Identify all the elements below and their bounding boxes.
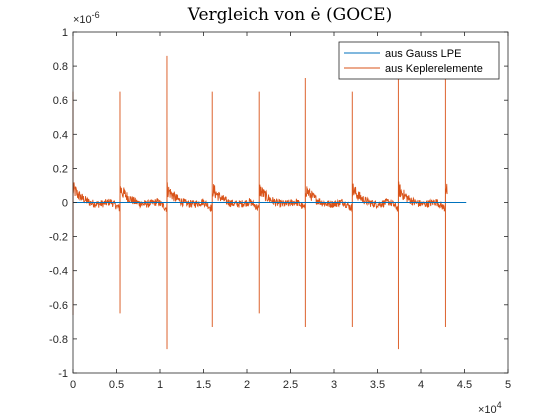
x-tick-label: 0.5: [109, 379, 124, 391]
y-exponent-power: -6: [92, 10, 100, 20]
y-exponent-label: ×10-6: [73, 10, 100, 26]
legend-label-kepler: aus Keplerelemente: [385, 63, 483, 75]
x-tick-label: 5: [505, 379, 511, 391]
y-tick-label: -0.8: [49, 334, 68, 346]
x-tick-label: 2: [244, 379, 250, 391]
y-tick-label: -1: [58, 368, 68, 380]
x-tick-label: 4.5: [457, 379, 472, 391]
x-exponent-label: ×104: [478, 400, 502, 416]
x-tick-label: 1: [157, 379, 163, 391]
y-tick-label: -0.2: [49, 232, 68, 244]
x-exponent-power: 4: [497, 400, 502, 410]
x-exponent-base: ×10: [478, 404, 497, 416]
y-exponent-base: ×10: [73, 14, 92, 26]
y-tick-label: 0.2: [53, 163, 68, 175]
x-tick-label: 2.5: [283, 379, 298, 391]
x-tick-label: 1.5: [196, 379, 211, 391]
y-tick-label: 0: [62, 198, 68, 210]
y-tick-label: -0.4: [49, 266, 68, 278]
y-tick-label: 0.8: [53, 61, 68, 73]
y-tick-label: 0.4: [53, 129, 68, 141]
y-tick-label: 0.6: [53, 95, 68, 107]
legend: aus Gauss LPE aus Keplerelemente: [339, 42, 499, 79]
y-tick-label: -0.6: [49, 300, 68, 312]
chart-title: Vergleich von ė (GOCE): [187, 5, 392, 25]
x-tick-label: 3: [331, 379, 337, 391]
plot-series: [73, 56, 466, 349]
x-tick-label: 3.5: [370, 379, 385, 391]
y-tick-label: 1: [62, 27, 68, 39]
x-tick-label: 0: [70, 379, 76, 391]
legend-label-gauss: aus Gauss LPE: [385, 48, 461, 60]
x-tick-label: 4: [418, 379, 424, 391]
